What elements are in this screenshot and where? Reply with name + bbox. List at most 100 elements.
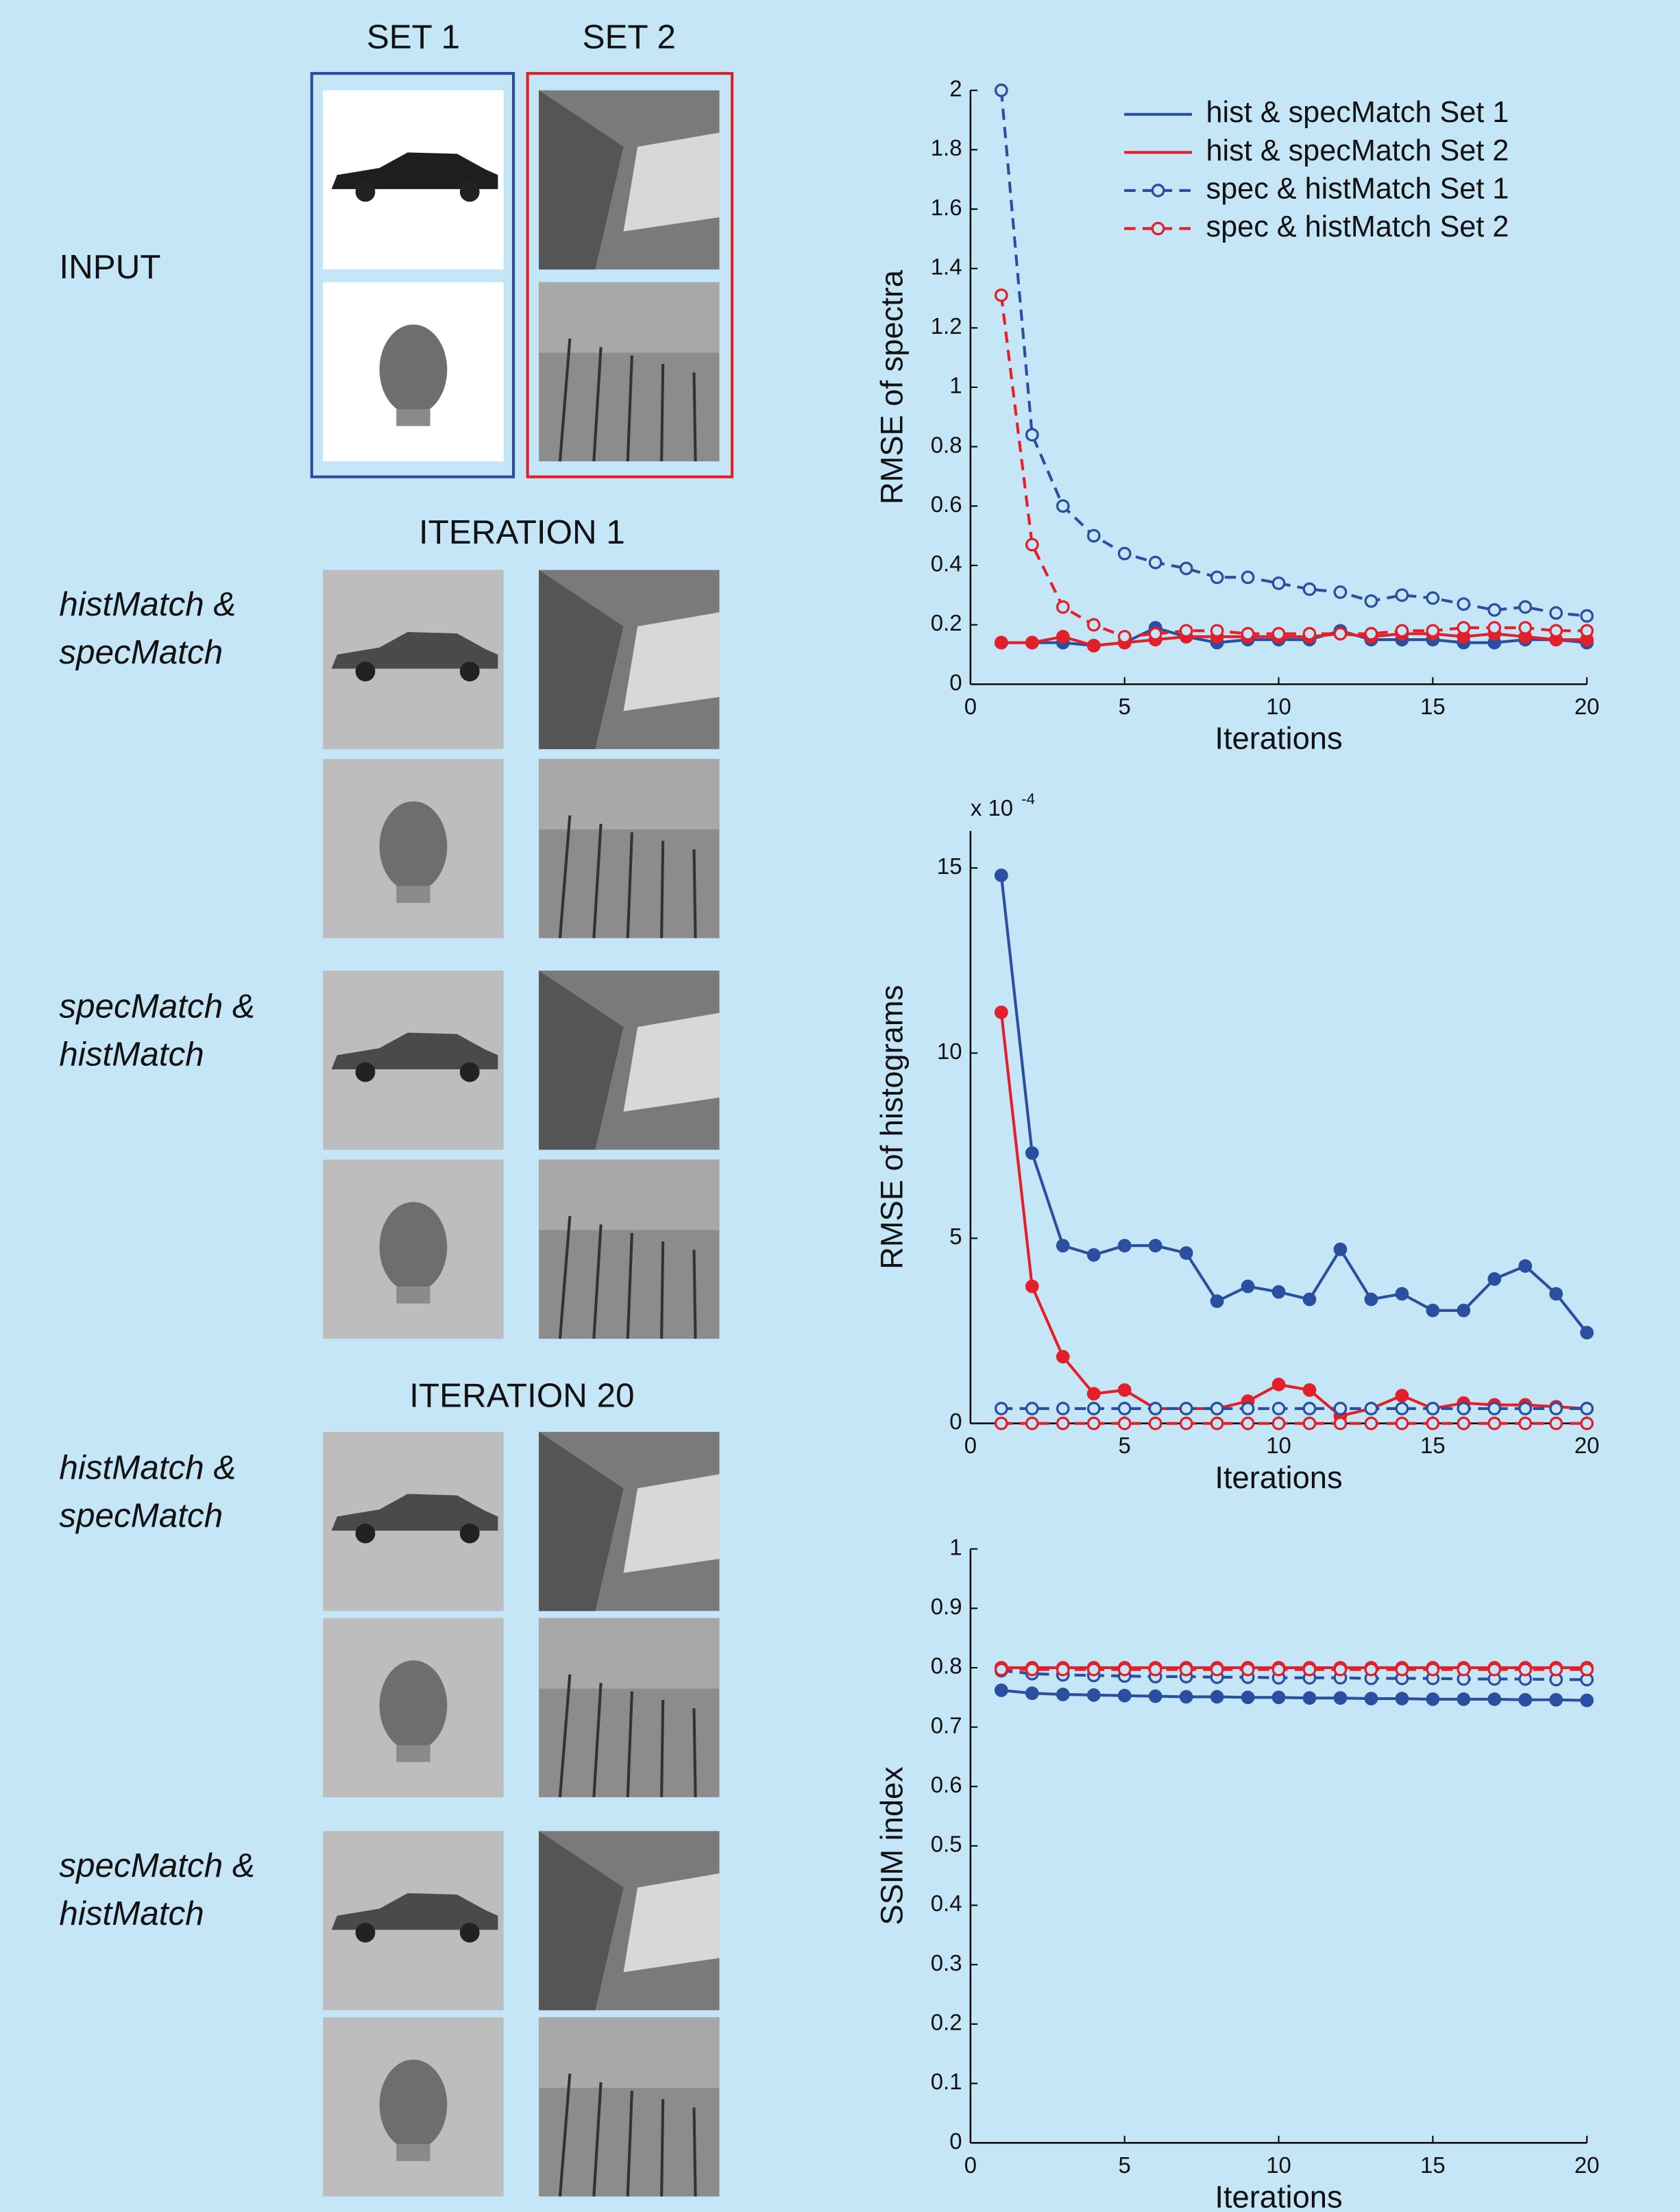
face-neck [396, 2144, 430, 2161]
data-point [1335, 1692, 1346, 1703]
data-point [1273, 1403, 1284, 1414]
data-point [1058, 1689, 1069, 1700]
data-point [1550, 1403, 1561, 1414]
data-point [1027, 1664, 1038, 1675]
data-point [1520, 1418, 1531, 1429]
data-point [1088, 1664, 1099, 1675]
face-shape [380, 1202, 448, 1292]
y-tick-label: 2 [949, 75, 962, 101]
palm [661, 1241, 663, 1339]
y-tick-label: 0.5 [931, 1832, 962, 1857]
data-point [1242, 1280, 1253, 1291]
car-wheel [356, 1524, 376, 1544]
y-multiplier-exponent: -4 [1021, 790, 1035, 807]
scene-water [624, 133, 720, 232]
data-point [1273, 1692, 1284, 1703]
data-point [1088, 1690, 1099, 1701]
data-point [1149, 1664, 1160, 1675]
data-point [1180, 1403, 1191, 1414]
data-point [1027, 539, 1038, 550]
row-label: histMatch [59, 1895, 204, 1932]
data-point [1211, 1691, 1222, 1702]
data-point [1304, 583, 1315, 594]
palm [661, 1700, 663, 1797]
data-point [1304, 1418, 1315, 1429]
face-shape [380, 2060, 448, 2150]
data-point [1242, 1418, 1253, 1429]
palm [694, 849, 696, 938]
data-point [1119, 1403, 1130, 1414]
x-tick-label: 10 [1266, 2152, 1291, 2178]
row-label: specMatch & [59, 1847, 254, 1884]
legend-label: spec & histMatch Set 1 [1206, 172, 1509, 205]
data-point [1365, 1693, 1376, 1704]
row-label: specMatch [59, 633, 223, 671]
palm [694, 372, 696, 461]
data-point [1365, 596, 1376, 607]
palm [661, 2099, 663, 2196]
data-point [1058, 1351, 1069, 1362]
data-point [1058, 1240, 1069, 1251]
row-label: histMatch & [59, 585, 236, 623]
data-point [996, 637, 1007, 648]
x-tick-label: 5 [1119, 2152, 1131, 2178]
data-point [996, 289, 1007, 300]
row-label: histMatch & [59, 1448, 236, 1486]
data-point [1149, 1418, 1160, 1429]
y-tick-label: 1 [949, 373, 962, 398]
data-point [1304, 628, 1315, 639]
data-point [1211, 625, 1222, 636]
row-label: histMatch [59, 1036, 204, 1073]
data-point [1458, 598, 1469, 609]
data-point [1458, 1694, 1469, 1705]
data-point [1458, 622, 1469, 633]
data-point [1304, 1692, 1315, 1703]
x-tick-label: 0 [964, 694, 977, 719]
data-point [1119, 1385, 1130, 1396]
data-point [996, 1403, 1007, 1414]
data-point [1273, 628, 1284, 639]
data-point [1427, 1664, 1438, 1675]
data-point [1027, 1403, 1038, 1414]
data-point [1396, 1288, 1407, 1299]
data-point [1427, 1418, 1438, 1429]
scene-water [624, 1873, 720, 1972]
face-shape [380, 1660, 448, 1751]
data-point [996, 870, 1007, 881]
row-label: INPUT [59, 248, 160, 286]
data-point [1335, 1664, 1346, 1675]
data-point [1489, 1664, 1500, 1675]
data-point [1396, 1664, 1407, 1675]
data-point [1520, 1403, 1531, 1414]
y-tick-label: 1.6 [931, 195, 962, 220]
data-point [1304, 1385, 1315, 1396]
data-point [1119, 1664, 1130, 1675]
x-axis-label: Iterations [1215, 720, 1342, 755]
y-axis-label: SSIM index [875, 1766, 910, 1925]
scene-water [624, 1013, 720, 1112]
data-point [1088, 640, 1099, 651]
data-point [1335, 1243, 1346, 1254]
data-point [1427, 1305, 1438, 1316]
y-axis-label: RMSE of histograms [875, 985, 910, 1269]
palm [694, 1250, 696, 1339]
data-point [1581, 1694, 1592, 1705]
y-tick-label: 10 [937, 1038, 962, 1064]
x-tick-label: 10 [1266, 1433, 1291, 1458]
data-point [1149, 628, 1160, 639]
data-point [1458, 1305, 1469, 1316]
data-point [1489, 1274, 1500, 1285]
data-point [1180, 563, 1191, 574]
y-tick-label: 0.6 [931, 1772, 962, 1797]
y-tick-label: 0.9 [931, 1594, 962, 1619]
data-point [1489, 605, 1500, 616]
data-point [1396, 590, 1407, 600]
data-point [1365, 1418, 1376, 1429]
x-tick-label: 20 [1574, 1433, 1600, 1458]
data-point [1088, 1418, 1099, 1429]
data-point [1550, 1288, 1561, 1299]
y-tick-label: 5 [949, 1224, 962, 1249]
x-tick-label: 15 [1420, 694, 1446, 719]
x-tick-label: 0 [964, 1433, 977, 1458]
data-point [1027, 1147, 1038, 1158]
